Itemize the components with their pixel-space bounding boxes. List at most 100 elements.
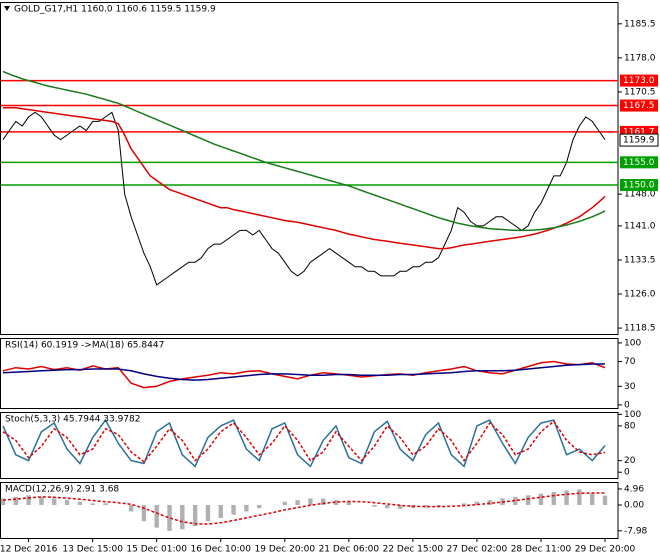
histogram-bar: [577, 489, 582, 505]
histogram-bar: [602, 495, 608, 505]
histogram-bar: [423, 504, 428, 508]
panel-title: Stoch(5,3,3) 45.7944 33.9782: [5, 415, 140, 425]
y-tick-label: 70: [624, 357, 636, 367]
last-price-tag: [619, 133, 659, 147]
series-line: [3, 107, 606, 250]
y-tick-label: -7.98: [624, 526, 648, 536]
panel-title: RSI(14) 60.1919 ->MA(18) 65.8447: [5, 341, 164, 351]
y-tick-label: 1141.0: [624, 221, 656, 231]
histogram-bar: [0, 498, 6, 505]
x-tick-label: 29 Dec 20:00: [575, 545, 636, 555]
level-label: 1161.7: [623, 127, 655, 137]
series-line: [2, 420, 606, 463]
histogram-bar: [64, 500, 70, 505]
y-tick-label: 80: [624, 421, 636, 431]
y-tick-label: 1148.0: [624, 190, 656, 200]
histogram-bar: [256, 504, 262, 509]
histogram-bar: [589, 493, 595, 505]
x-tick-label: 28 Dec 11:00: [511, 545, 572, 555]
series-line: [2, 70, 606, 232]
x-tick-label: 16 Dec 10:00: [190, 545, 251, 555]
histogram-bar: [141, 504, 147, 522]
level-label: 1150.0: [623, 181, 655, 191]
y-tick-label: 1133.5: [624, 255, 656, 265]
histogram-bar: [26, 495, 31, 505]
histogram-bar: [538, 493, 544, 505]
panel-frame: [0, 2, 619, 335]
series-line: [2, 111, 606, 286]
y-tick-label: 0.00: [624, 500, 644, 510]
panel-title: MACD(12,26,9) 2.91 3.68: [5, 485, 119, 495]
level-tag: [620, 156, 658, 169]
x-tick-label: 22 Dec 15:00: [383, 545, 444, 555]
histogram-bar: [128, 504, 134, 512]
histogram-bar: [397, 504, 403, 509]
histogram-bar: [487, 500, 492, 505]
level-label: 1173.0: [623, 76, 655, 86]
histogram-bar: [103, 503, 108, 505]
histogram-bar: [525, 495, 531, 505]
histogram-bar: [154, 504, 159, 528]
y-tick-label: 1178.0: [624, 53, 656, 63]
histogram-bar: [564, 490, 569, 505]
level-tag: [620, 99, 658, 112]
histogram-bar: [282, 501, 287, 505]
histogram-bar: [77, 501, 83, 505]
histogram-bar: [205, 504, 211, 522]
x-tick-label: 13 Dec 15:00: [62, 545, 123, 555]
histogram-bar: [346, 501, 352, 505]
histogram-bar: [295, 500, 300, 505]
histogram-bar: [167, 504, 172, 531]
y-tick-label: 0: [624, 468, 630, 478]
histogram-bar: [90, 503, 95, 505]
y-tick-label: 1126.0: [624, 290, 656, 300]
panel-frame: [0, 338, 619, 409]
histogram-bar: [551, 492, 556, 505]
last-price-label: 1159.9: [623, 136, 655, 146]
menu-arrow: [4, 6, 10, 11]
y-tick-label: 4.96: [624, 484, 644, 494]
histogram-bar: [461, 503, 467, 505]
level-tag: [620, 74, 658, 87]
y-tick-label: 1170.5: [624, 87, 656, 97]
y-tick-label: 1185.5: [624, 19, 656, 29]
histogram-bar: [474, 501, 480, 505]
x-tick-label: 27 Dec 02:00: [447, 545, 508, 555]
level-label: 1155.0: [623, 158, 655, 168]
y-tick-label: 20: [624, 456, 636, 466]
histogram-bar: [436, 504, 441, 507]
y-tick-label: 0: [624, 400, 630, 410]
y-tick-label: 100: [624, 410, 641, 420]
histogram-bar: [218, 504, 223, 518]
histogram-bar: [372, 504, 377, 507]
histogram-bar: [180, 504, 185, 530]
series-line: [2, 363, 605, 381]
histogram-bar: [321, 498, 326, 505]
histogram-bar: [333, 500, 339, 505]
x-tick-label: 19 Dec 20:00: [255, 545, 316, 555]
x-tick-label: 21 Dec 06:00: [319, 545, 380, 555]
level-tag: [620, 179, 658, 192]
histogram-bar: [231, 504, 236, 515]
histogram-bar: [13, 496, 19, 505]
histogram-bar: [308, 498, 313, 505]
panel-frame: [0, 412, 619, 479]
series-line: [2, 492, 605, 525]
level-label: 1167.5: [623, 101, 655, 111]
histogram-bar: [192, 504, 198, 527]
panel-frame: [0, 482, 619, 539]
y-tick-label: 100: [624, 338, 641, 348]
y-tick-label: 1118.5: [624, 324, 656, 334]
y-tick-label: 30: [624, 382, 636, 392]
panel-title: GOLD_G17,H1 1160.0 1160.6 1159.5 1159.9: [14, 5, 216, 15]
x-tick-label: 15 Dec 01:00: [126, 545, 187, 555]
histogram-bar: [52, 498, 57, 505]
histogram-bar: [513, 496, 518, 505]
series-line: [2, 418, 606, 468]
x-tick-label: 12 Dec 2016: [0, 545, 58, 555]
histogram-bar: [39, 496, 44, 505]
histogram-bar: [385, 504, 390, 509]
histogram-bar: [244, 504, 249, 512]
